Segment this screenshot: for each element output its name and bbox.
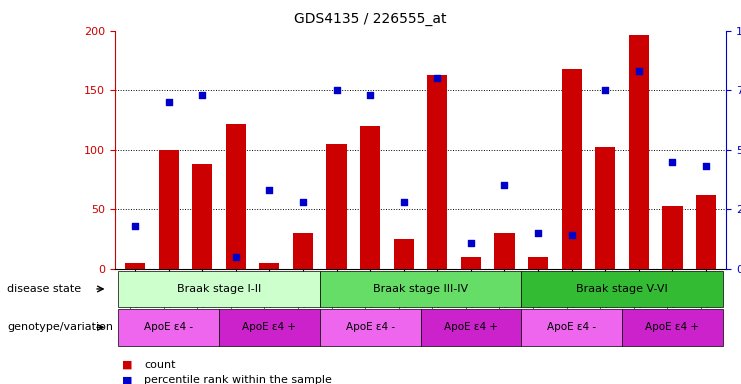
Text: GDS4135 / 226555_at: GDS4135 / 226555_at xyxy=(294,12,447,25)
Point xyxy=(196,92,208,98)
Bar xyxy=(428,75,448,269)
Text: Braak stage I-II: Braak stage I-II xyxy=(177,284,261,294)
Text: ApoE ε4 +: ApoE ε4 + xyxy=(444,322,498,333)
Point xyxy=(264,187,276,193)
Text: count: count xyxy=(144,360,176,370)
Point xyxy=(633,68,645,74)
Text: genotype/variation: genotype/variation xyxy=(7,322,113,333)
Point xyxy=(499,182,511,189)
Text: Braak stage V-VI: Braak stage V-VI xyxy=(576,284,668,294)
Bar xyxy=(528,257,548,269)
Bar xyxy=(293,233,313,269)
Point xyxy=(599,87,611,93)
Text: percentile rank within the sample: percentile rank within the sample xyxy=(144,375,333,384)
Bar xyxy=(226,124,246,269)
Bar xyxy=(696,195,716,269)
Point xyxy=(666,159,678,165)
Bar xyxy=(259,263,279,269)
Bar xyxy=(125,263,145,269)
Text: ApoE ε4 +: ApoE ε4 + xyxy=(242,322,296,333)
Text: ■: ■ xyxy=(122,375,133,384)
Bar xyxy=(521,309,622,346)
Point xyxy=(398,199,410,205)
Bar xyxy=(119,271,320,307)
Bar xyxy=(327,144,347,269)
Point xyxy=(700,163,712,169)
Point xyxy=(163,99,175,105)
Bar xyxy=(662,206,682,269)
Text: ApoE ε4 +: ApoE ε4 + xyxy=(645,322,700,333)
Bar xyxy=(562,69,582,269)
Point xyxy=(230,254,242,260)
Bar xyxy=(219,309,320,346)
Bar xyxy=(494,233,514,269)
Bar xyxy=(521,271,722,307)
Bar xyxy=(420,309,521,346)
Bar xyxy=(622,309,722,346)
Bar xyxy=(192,164,212,269)
Bar xyxy=(320,309,420,346)
Point xyxy=(365,92,376,98)
Point xyxy=(465,240,476,246)
Text: ApoE ε4 -: ApoE ε4 - xyxy=(144,322,193,333)
Point xyxy=(431,75,443,81)
Bar xyxy=(595,147,615,269)
Point xyxy=(330,87,342,93)
Point xyxy=(565,232,577,238)
Text: Braak stage III-IV: Braak stage III-IV xyxy=(373,284,468,294)
Bar xyxy=(360,126,380,269)
Bar xyxy=(461,257,481,269)
Text: ApoE ε4 -: ApoE ε4 - xyxy=(345,322,395,333)
Point xyxy=(297,199,309,205)
Point xyxy=(532,230,544,236)
Text: disease state: disease state xyxy=(7,284,82,294)
Bar xyxy=(629,35,649,269)
Bar xyxy=(393,239,413,269)
Point xyxy=(129,223,141,229)
Text: ■: ■ xyxy=(122,360,133,370)
Bar xyxy=(119,309,219,346)
Bar xyxy=(320,271,521,307)
Text: ApoE ε4 -: ApoE ε4 - xyxy=(547,322,597,333)
Bar xyxy=(159,150,179,269)
